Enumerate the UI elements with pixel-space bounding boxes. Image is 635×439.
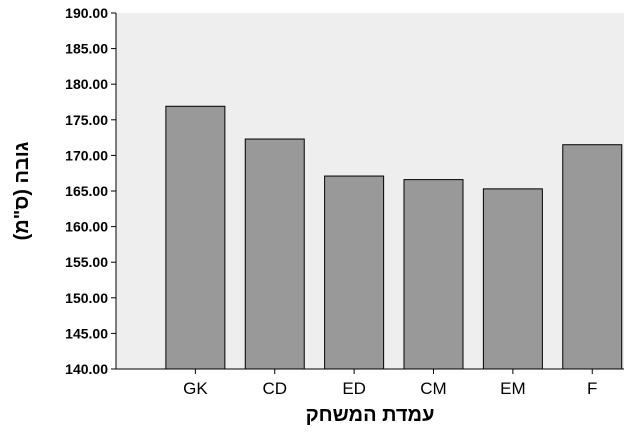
y-tick-label: 155.00 (65, 254, 108, 270)
y-tick-label: 150.00 (65, 290, 108, 306)
y-axis-title: גובה (ס"מ) (11, 141, 33, 240)
y-tick-label: 185.00 (65, 41, 108, 57)
bar-ed (324, 175, 385, 370)
bar-f (562, 144, 623, 370)
x-axis-ticks: GK CD ED CM EM F (183, 369, 597, 398)
y-tick-label: 165.00 (65, 183, 108, 199)
y-tick-label: 140.00 (65, 361, 108, 377)
x-tick-label-em: EM (500, 379, 526, 398)
x-tick-label-gk: GK (183, 379, 208, 398)
bar-gk (165, 105, 226, 370)
bar-em (482, 188, 543, 370)
y-axis-ticks: 140.00 145.00 150.00 155.00 160.00 165.00 170.… (65, 5, 116, 377)
y-tick-label: 180.00 (65, 76, 108, 92)
x-tick-label-ed: ED (342, 379, 366, 398)
bar-cm (403, 179, 464, 370)
y-tick-label: 160.00 (65, 219, 108, 235)
x-tick-label-cm: CM (420, 379, 446, 398)
y-tick-label: 170.00 (65, 147, 108, 163)
x-axis-title: עמדת המשחק (306, 404, 435, 426)
y-tick-label: 145.00 (65, 325, 108, 341)
y-tick-label: 190.00 (65, 5, 108, 21)
x-tick-label-f: F (587, 379, 597, 398)
y-tick-label: 175.00 (65, 112, 108, 128)
bar-cd (244, 138, 305, 370)
x-tick-label-cd: CD (262, 379, 287, 398)
bars-group (165, 105, 623, 370)
